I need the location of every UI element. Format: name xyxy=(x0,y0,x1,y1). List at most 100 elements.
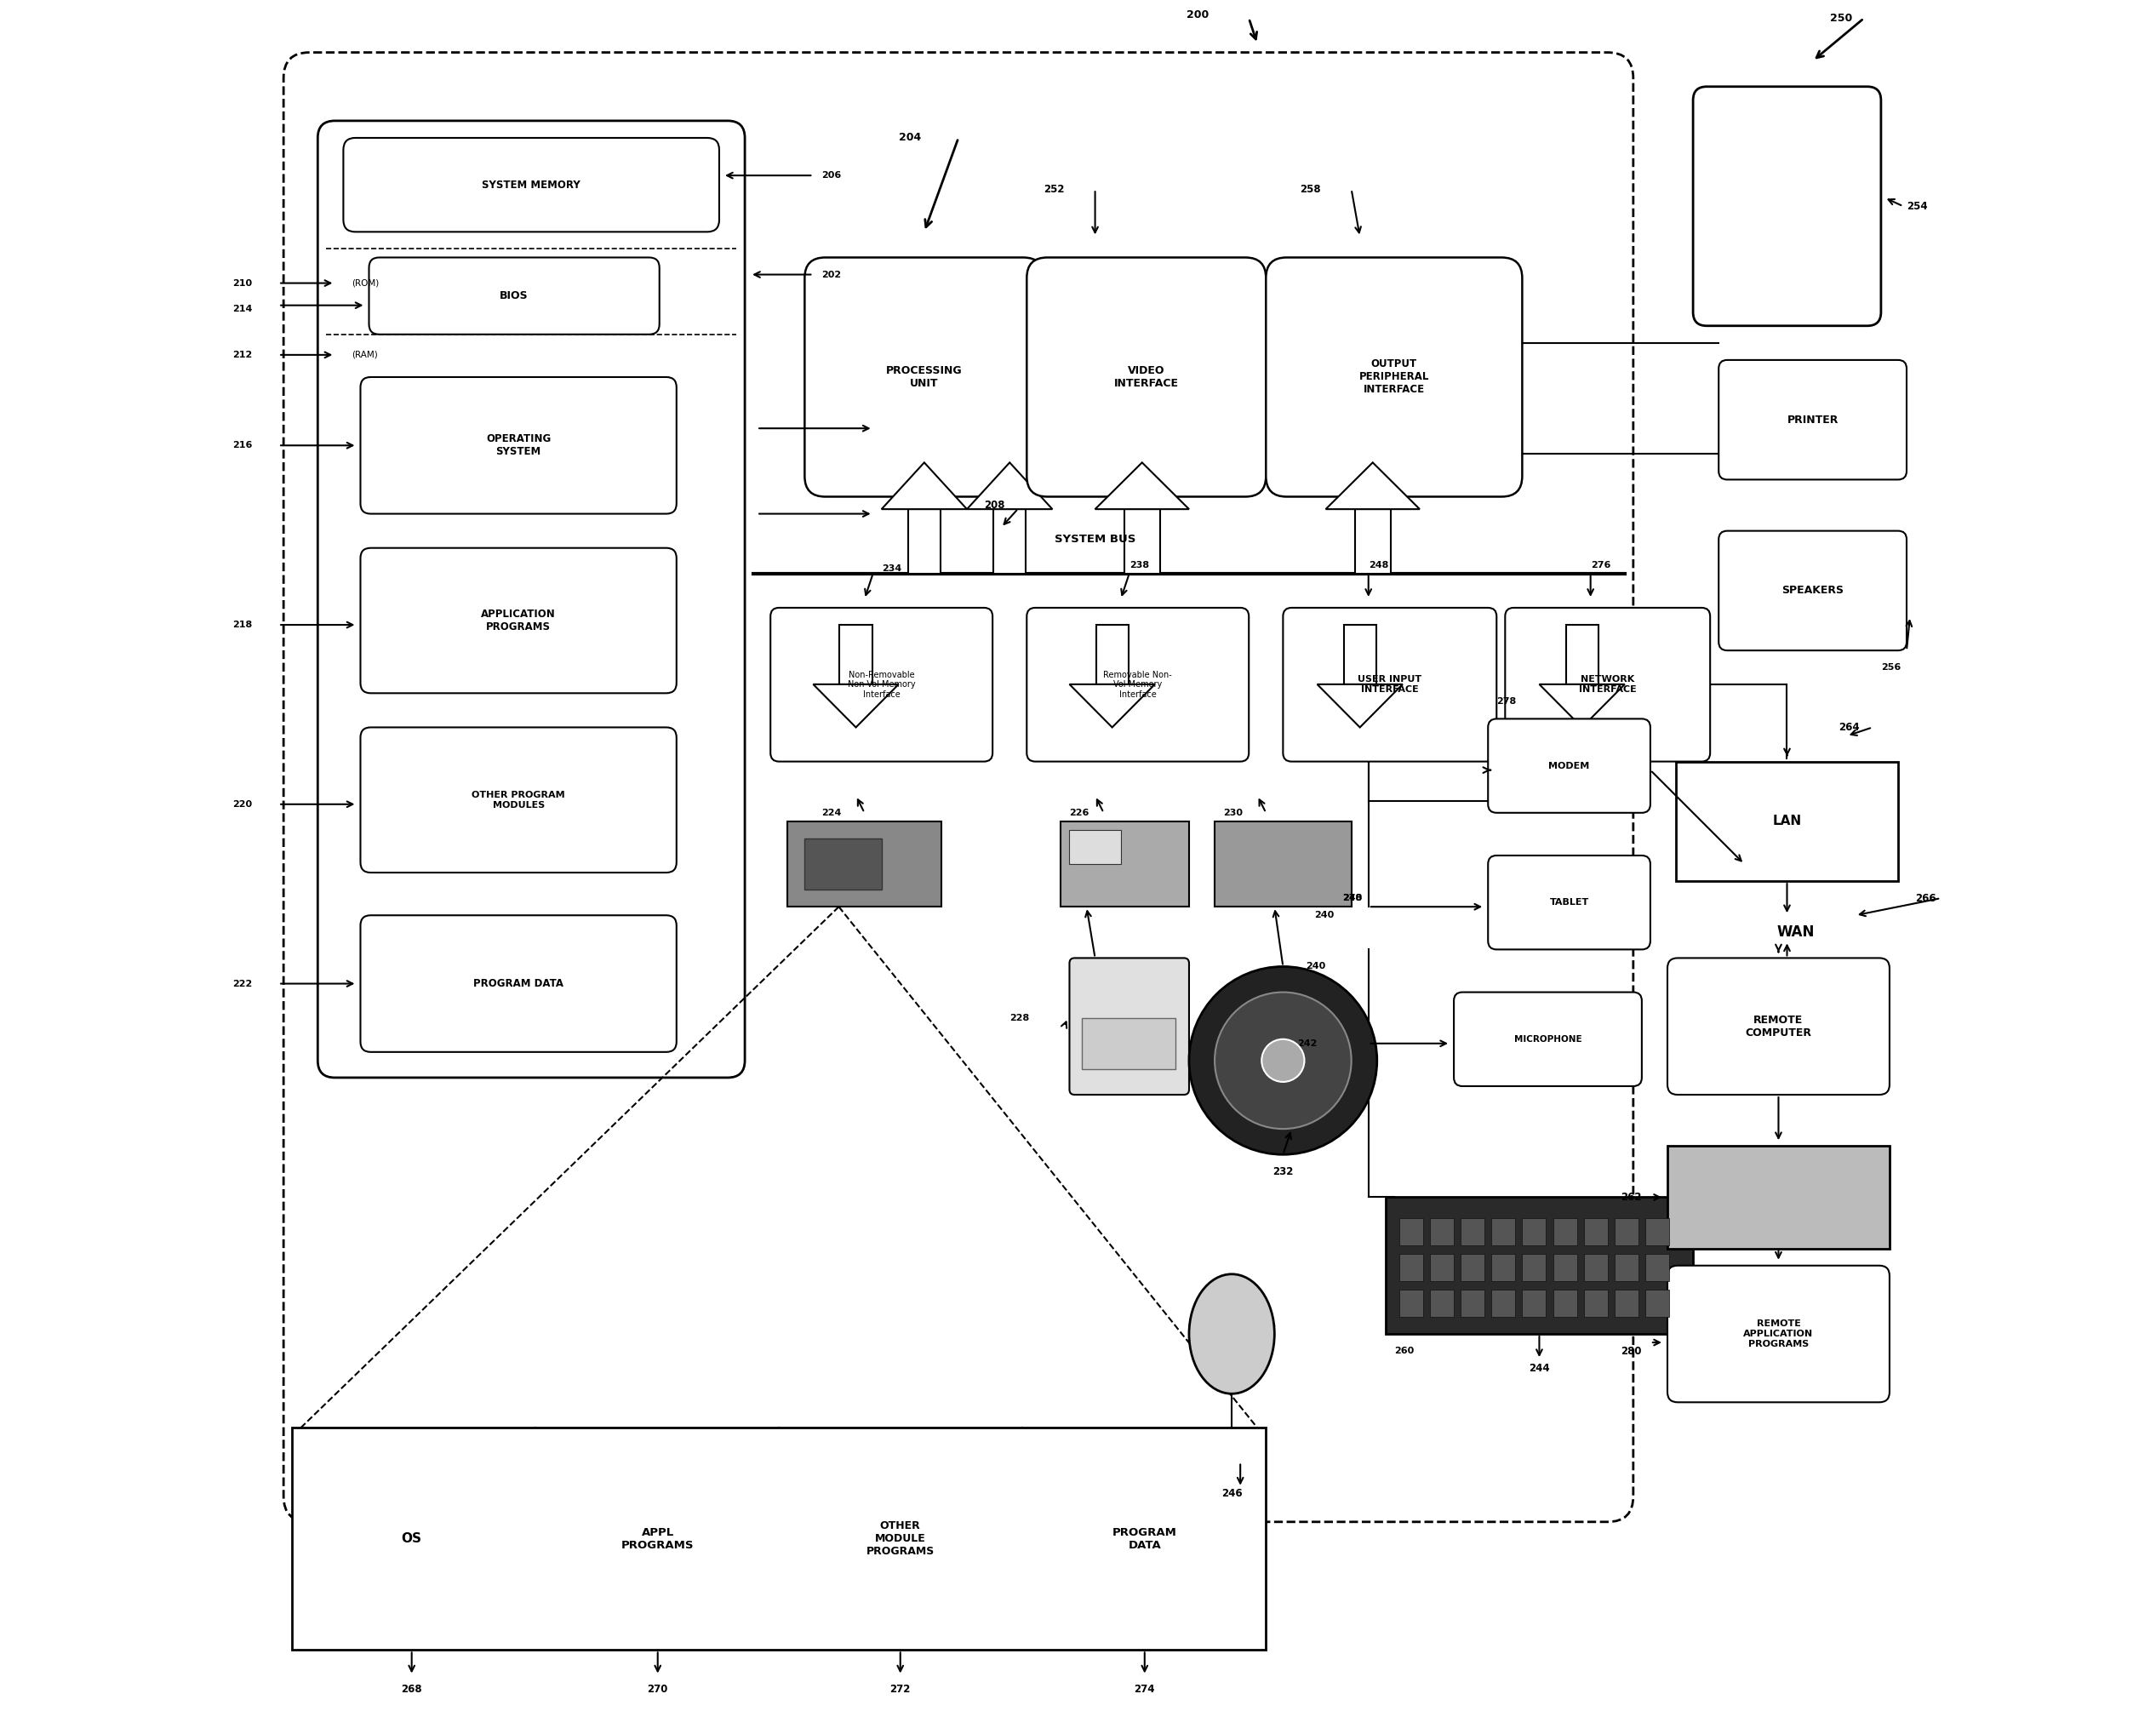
Text: REMOTE
COMPUTER: REMOTE COMPUTER xyxy=(1744,1015,1811,1039)
Bar xyxy=(1492,1254,1516,1282)
Bar xyxy=(1552,1254,1576,1282)
Text: 240: 240 xyxy=(1307,962,1326,970)
Bar xyxy=(1462,1290,1485,1317)
FancyBboxPatch shape xyxy=(317,121,744,1078)
Text: 228: 228 xyxy=(1009,1013,1028,1021)
Text: 220: 220 xyxy=(233,801,252,809)
Bar xyxy=(1645,1218,1669,1246)
Text: 208: 208 xyxy=(983,500,1005,512)
Text: NETWORK
INTERFACE: NETWORK INTERFACE xyxy=(1578,676,1636,695)
Bar xyxy=(1399,1218,1423,1246)
FancyBboxPatch shape xyxy=(1667,958,1889,1095)
Bar xyxy=(1061,821,1190,907)
Bar xyxy=(1429,1254,1453,1282)
Text: 244: 244 xyxy=(1529,1362,1550,1374)
FancyBboxPatch shape xyxy=(1667,1266,1889,1403)
Text: 272: 272 xyxy=(890,1684,910,1696)
Polygon shape xyxy=(813,684,899,727)
Text: 232: 232 xyxy=(1272,1167,1294,1177)
FancyBboxPatch shape xyxy=(770,607,992,761)
FancyBboxPatch shape xyxy=(369,257,660,334)
Ellipse shape xyxy=(1190,1275,1274,1394)
Text: 240: 240 xyxy=(1315,910,1335,919)
Bar xyxy=(787,821,942,907)
Text: 250: 250 xyxy=(1830,12,1852,24)
Text: 254: 254 xyxy=(1906,200,1927,212)
Text: 262: 262 xyxy=(1621,1191,1643,1203)
Text: REMOTE
APPLICATION
PROGRAMS: REMOTE APPLICATION PROGRAMS xyxy=(1744,1319,1813,1348)
Bar xyxy=(1123,510,1160,573)
Text: SYSTEM BUS: SYSTEM BUS xyxy=(1054,534,1136,544)
FancyBboxPatch shape xyxy=(1453,992,1643,1086)
Text: SPEAKERS: SPEAKERS xyxy=(1781,585,1843,595)
Text: PRINTER: PRINTER xyxy=(1787,414,1839,426)
Text: 214: 214 xyxy=(233,305,252,313)
Text: 230: 230 xyxy=(1222,809,1242,818)
Text: 206: 206 xyxy=(821,171,841,180)
FancyBboxPatch shape xyxy=(1692,87,1880,325)
Text: WAN: WAN xyxy=(1777,924,1815,939)
Text: 222: 222 xyxy=(233,979,252,987)
Text: 276: 276 xyxy=(1591,561,1611,570)
Text: MODEM: MODEM xyxy=(1548,761,1589,770)
Bar xyxy=(1522,1254,1546,1282)
FancyBboxPatch shape xyxy=(343,139,720,233)
Text: TABLET: TABLET xyxy=(1550,898,1589,907)
FancyBboxPatch shape xyxy=(1488,856,1649,950)
Text: 280: 280 xyxy=(1621,1345,1643,1357)
Bar xyxy=(994,510,1026,573)
Bar xyxy=(1386,1198,1692,1335)
Text: 240: 240 xyxy=(1343,893,1363,902)
Text: OTHER
MODULE
PROGRAMS: OTHER MODULE PROGRAMS xyxy=(867,1521,934,1557)
Text: 226: 226 xyxy=(1069,809,1089,818)
Text: 202: 202 xyxy=(821,270,841,279)
Text: 252: 252 xyxy=(1044,183,1065,195)
Text: 266: 266 xyxy=(1915,893,1936,903)
FancyBboxPatch shape xyxy=(1718,359,1906,479)
Text: 212: 212 xyxy=(233,351,252,359)
Bar xyxy=(1082,1018,1175,1069)
FancyBboxPatch shape xyxy=(1488,719,1649,813)
Bar xyxy=(1585,1218,1608,1246)
Bar xyxy=(1675,761,1897,881)
Bar xyxy=(1214,821,1352,907)
Text: OUTPUT
PERIPHERAL
INTERFACE: OUTPUT PERIPHERAL INTERFACE xyxy=(1358,359,1429,395)
Polygon shape xyxy=(882,462,966,510)
FancyBboxPatch shape xyxy=(1718,530,1906,650)
Bar xyxy=(1429,1290,1453,1317)
FancyBboxPatch shape xyxy=(1026,257,1266,496)
Bar xyxy=(1399,1290,1423,1317)
Bar xyxy=(1492,1218,1516,1246)
Bar xyxy=(908,510,940,573)
Bar xyxy=(1615,1290,1639,1317)
Text: MICROPHONE: MICROPHONE xyxy=(1514,1035,1583,1044)
Text: USER INPUT
INTERFACE: USER INPUT INTERFACE xyxy=(1358,676,1421,695)
Polygon shape xyxy=(1326,462,1419,510)
Bar xyxy=(1615,1218,1639,1246)
Bar xyxy=(1522,1218,1546,1246)
Polygon shape xyxy=(966,462,1052,510)
Bar xyxy=(804,838,882,890)
Ellipse shape xyxy=(1261,1039,1304,1081)
Bar xyxy=(839,625,873,684)
Text: 274: 274 xyxy=(1134,1684,1156,1696)
Text: BIOS: BIOS xyxy=(500,291,528,301)
FancyBboxPatch shape xyxy=(1069,958,1190,1095)
Bar xyxy=(1615,1254,1639,1282)
Polygon shape xyxy=(1095,462,1190,510)
Text: 248: 248 xyxy=(1369,561,1388,570)
Text: SYSTEM MEMORY: SYSTEM MEMORY xyxy=(483,180,580,190)
Text: 258: 258 xyxy=(1300,183,1322,195)
Bar xyxy=(1354,510,1391,573)
FancyBboxPatch shape xyxy=(804,257,1044,496)
Text: 200: 200 xyxy=(1186,9,1210,21)
Text: (ROM): (ROM) xyxy=(351,279,379,287)
Text: APPLICATION
PROGRAMS: APPLICATION PROGRAMS xyxy=(481,609,556,633)
Bar xyxy=(1645,1290,1669,1317)
Bar xyxy=(1585,1254,1608,1282)
Text: 246: 246 xyxy=(1220,1487,1242,1499)
Bar xyxy=(1095,625,1128,684)
Ellipse shape xyxy=(1190,967,1378,1155)
Text: Removable Non-
Vol Memory
Interface: Removable Non- Vol Memory Interface xyxy=(1104,671,1173,698)
Bar xyxy=(291,1429,1266,1649)
